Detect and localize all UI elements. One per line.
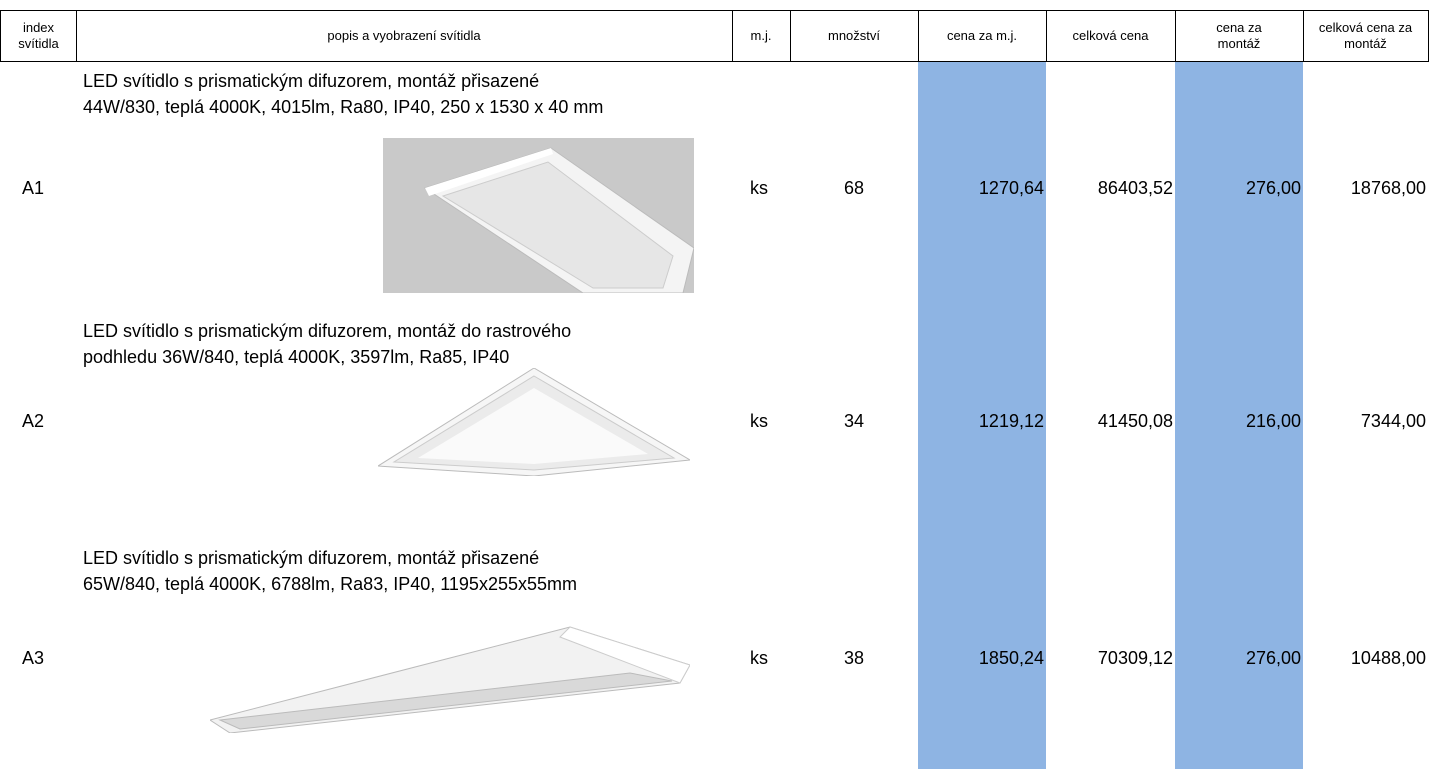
column-header: celková cena [1046,10,1176,62]
column-header: index svítidla [0,10,77,62]
cell-value: 276,00 [1245,178,1301,198]
row-index: A3 [22,648,45,668]
column-header: popis a vyobrazení svítidla [76,10,733,62]
description-line: LED svítidlo s prismatickým difuzorem, m… [83,548,540,568]
cell-value: 18768,00 [1350,178,1426,198]
header-text: celková cena za [1318,20,1413,35]
column-header: m.j. [732,10,791,62]
cell-value: 10488,00 [1350,648,1426,668]
header-text: celková cena [1072,28,1149,43]
cell-value: 7344,00 [1360,411,1426,431]
cell-value: 38 [843,648,865,668]
row-index: A1 [22,178,45,198]
header-text: m.j. [750,28,772,43]
cell-value: 41450,08 [1097,411,1173,431]
description-line: LED svítidlo s prismatickým difuzorem, m… [83,71,540,91]
cell-value: 1850,24 [978,648,1044,668]
column-header: celková cena za montáž [1303,10,1429,62]
highlight-column [1175,62,1303,769]
cell-value: 1270,64 [978,178,1044,198]
description-line: 65W/840, teplá 4000K, 6788lm, Ra83, IP40… [83,574,577,594]
luminaire-image [383,138,694,293]
description-line: LED svítidlo s prismatickým difuzorem, m… [83,321,572,341]
cell-value: 86403,52 [1097,178,1173,198]
header-text: montáž [1344,36,1387,51]
header-text: svítidla [18,36,59,51]
column-header: cena za montáž [1175,10,1304,62]
cell-value: 276,00 [1245,648,1301,668]
description-line: 44W/830, teplá 4000K, 4015lm, Ra80, IP40… [83,97,604,117]
cell-value: 1219,12 [978,411,1044,431]
column-header: množství [790,10,919,62]
luminaire-image [378,368,690,476]
header-text: množství [827,28,880,43]
header-text: cena za m.j. [946,28,1018,43]
header-text: index [22,20,55,35]
cell-value: 216,00 [1245,411,1301,431]
row-index: A2 [22,411,45,431]
cell-value: ks [750,648,768,668]
cell-value: ks [750,411,768,431]
description-line: podhledu 36W/840, teplá 4000K, 3597lm, R… [83,347,510,367]
cell-value: 70309,12 [1097,648,1173,668]
column-header: cena za m.j. [918,10,1047,62]
header-text: montáž [1217,36,1261,51]
header-text: cena za [1216,20,1262,35]
luminaire-image [210,626,690,733]
cell-value: ks [750,178,768,198]
cell-value: 68 [843,178,865,198]
highlight-column [918,62,1046,769]
cell-value: 34 [843,411,865,431]
header-text: popis a vyobrazení svítidla [327,28,481,43]
